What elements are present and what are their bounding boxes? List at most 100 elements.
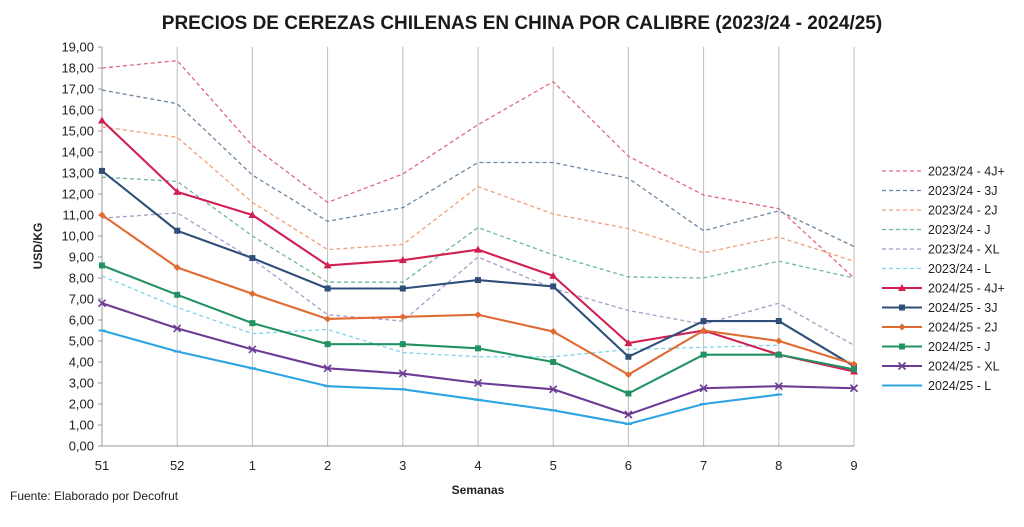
x-tick-label: 5 (550, 458, 557, 473)
legend-label: 2024/25 - XL (928, 360, 1000, 374)
legend-marker (897, 361, 907, 371)
y-tick-label: 18,00 (61, 61, 94, 76)
data-point (549, 385, 558, 394)
series-2023/24 - 4J+ (101, 60, 855, 279)
data-point (399, 285, 406, 292)
x-tick-label: 1 (249, 458, 256, 473)
data-point (324, 285, 331, 292)
y-tick-labels: 0,00 1,00 2,00 3,00 4,00 5,00 6,00 7,00 8,00 9,00… (61, 40, 94, 454)
legend-entry: 2023/24 - 2J (882, 204, 998, 218)
x-tick-label: 4 (474, 458, 481, 473)
data-point (174, 227, 181, 234)
legend-label: 2023/24 - 3J (928, 184, 998, 198)
x-tick-label: 6 (625, 458, 632, 473)
series-line (101, 60, 855, 279)
data-point (174, 291, 181, 298)
series-layer (97, 60, 859, 426)
y-tick-label: 14,00 (61, 145, 94, 160)
series-line (101, 329, 779, 426)
legend-entry: 2024/25 - 2J (882, 321, 998, 335)
data-point (323, 364, 332, 373)
y-tick-label: 11,00 (62, 208, 94, 223)
data-point (550, 283, 557, 290)
legend-label: 2023/24 - J (928, 223, 991, 237)
legend-marker (899, 304, 905, 311)
x-axis-label: Semanas (452, 483, 505, 497)
x-tick-label: 2 (324, 458, 331, 473)
data-point (98, 116, 106, 124)
data-point (98, 211, 106, 219)
data-point (549, 271, 558, 279)
y-tick-label: 0,00 (69, 439, 94, 454)
y-tick-label: 7,00 (69, 292, 94, 307)
x-tick-label: 3 (399, 458, 406, 473)
data-point (474, 311, 482, 319)
legend-label: 2024/25 - J (928, 340, 991, 354)
data-point (398, 256, 407, 264)
legend-label: 2024/25 - L (928, 379, 991, 393)
y-tick-label: 3,00 (69, 376, 94, 391)
source-note: Fuente: Elaborado por Decofrut (10, 489, 179, 503)
y-tick-label: 2,00 (69, 397, 94, 412)
data-point (323, 261, 332, 269)
legend-label: 2023/24 - L (928, 262, 991, 276)
data-point (624, 410, 633, 419)
data-point (324, 315, 332, 323)
legend-entry: 2024/25 - 4J+ (882, 282, 1005, 296)
legend-entry: 2023/24 - 3J (882, 184, 998, 198)
data-point (475, 277, 481, 284)
data-point (624, 371, 632, 379)
chart-title: PRECIOS DE CEREZAS CHILENAS EN CHINA POR… (162, 13, 882, 34)
series-2024/25 - XL (97, 299, 859, 419)
y-tick-label: 10,00 (61, 229, 94, 244)
data-point (248, 211, 257, 218)
data-point (774, 382, 783, 391)
data-point (474, 245, 482, 253)
y-tick-label: 19,00 (61, 40, 94, 55)
data-point (249, 255, 256, 262)
legend-marker (898, 323, 906, 331)
legend-entry: 2024/25 - XL (882, 360, 1000, 374)
legend-label: 2023/24 - 2J (928, 204, 998, 218)
data-point (475, 345, 481, 352)
data-point (849, 384, 859, 393)
series-2023/24 - 3J (101, 89, 855, 248)
data-point (850, 360, 858, 368)
series-2024/25 - L (98, 329, 783, 426)
y-axis-label: USD/KG (31, 223, 45, 270)
data-point (249, 320, 256, 327)
data-point (99, 262, 105, 269)
data-point (399, 313, 407, 321)
x-tick-labels: 51 52 1 2 3 4 5 6 7 8 9 (95, 458, 858, 473)
legend: 2023/24 - 4J+ 2023/24 - 3J 2023/24 - 2J 202… (882, 165, 1005, 393)
y-tick-label: 12,00 (61, 187, 94, 202)
data-point (700, 351, 707, 358)
data-point (851, 366, 857, 373)
data-point (699, 384, 708, 393)
legend-entry: 2024/25 - 3J (882, 301, 998, 315)
x-tick-label: 8 (775, 458, 782, 473)
series-line (101, 212, 855, 346)
y-tick-label: 16,00 (61, 103, 94, 118)
series-2023/24 - XL (101, 212, 855, 346)
axes (98, 46, 854, 447)
series-2023/24 - 2J (101, 126, 855, 262)
legend-entry: 2024/25 - J (882, 340, 991, 354)
y-tick-label: 1,00 (69, 418, 94, 433)
data-point (775, 337, 783, 345)
legend-entry: 2023/24 - L (882, 262, 991, 276)
legend-label: 2023/24 - 4J+ (928, 165, 1005, 179)
data-point (549, 328, 557, 336)
data-point (624, 339, 633, 347)
y-tick-label: 15,00 (61, 124, 94, 139)
y-tick-label: 13,00 (61, 166, 94, 181)
series-2024/25 - 2J (98, 211, 858, 379)
data-point (173, 264, 181, 271)
legend-entry: 2023/24 - 4J+ (882, 165, 1005, 179)
data-point (173, 324, 182, 333)
data-point (775, 351, 782, 358)
legend-label: 2024/25 - 3J (928, 301, 998, 315)
data-point (775, 318, 782, 325)
data-point (248, 345, 257, 354)
y-tick-label: 4,00 (69, 355, 94, 370)
